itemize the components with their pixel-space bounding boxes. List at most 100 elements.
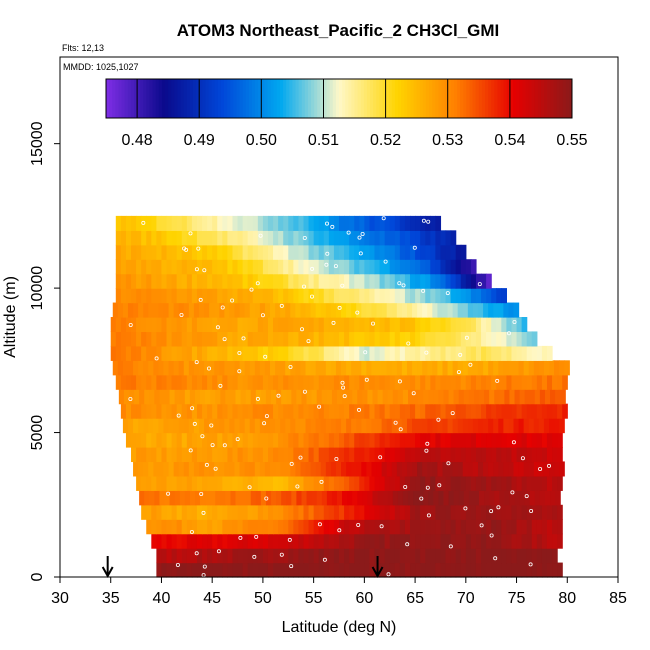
- heatmap-cell: [445, 244, 452, 260]
- heatmap-cell: [245, 490, 252, 506]
- x-tick-label: 35: [102, 590, 120, 607]
- heatmap-cell: [275, 461, 281, 477]
- heatmap-cell: [470, 288, 477, 304]
- heatmap-cell: [369, 273, 376, 289]
- heatmap-cell: [176, 215, 183, 231]
- heatmap-cell: [349, 230, 355, 246]
- heatmap-cell: [349, 345, 355, 361]
- heatmap-cell: [437, 418, 444, 434]
- colorbar-swatch: [345, 79, 349, 118]
- heatmap-cell: [531, 562, 538, 578]
- heatmap-cell: [212, 374, 218, 390]
- heatmap-cell: [166, 519, 173, 535]
- heatmap-cell: [217, 259, 223, 275]
- heatmap-cell: [399, 475, 406, 491]
- heatmap-cell: [252, 374, 259, 390]
- heatmap-cell: [290, 461, 296, 477]
- heatmap-cell: [379, 215, 386, 231]
- heatmap-cell: [141, 432, 147, 448]
- colorbar-swatch: [488, 79, 492, 118]
- heatmap-cell: [333, 475, 340, 491]
- heatmap-cell: [374, 230, 381, 246]
- heatmap-cell: [146, 215, 152, 231]
- heatmap-cell: [546, 432, 553, 448]
- heatmap-cell: [438, 490, 445, 506]
- heatmap-cell: [394, 403, 401, 419]
- sample-point: [337, 528, 342, 533]
- heatmap-cell: [354, 432, 360, 448]
- heatmap-cell: [161, 374, 168, 390]
- heatmap-cell: [125, 331, 132, 347]
- heatmap-cell: [178, 360, 185, 376]
- heatmap-cell: [242, 548, 249, 564]
- heatmap-cell: [229, 302, 236, 318]
- heatmap-cell: [288, 432, 294, 448]
- heatmap-cell: [425, 288, 431, 304]
- heatmap-cell: [161, 288, 168, 304]
- colorbar-swatch: [258, 79, 262, 118]
- heatmap-cell: [171, 259, 178, 275]
- sample-point: [192, 421, 197, 426]
- heatmap-cell: [486, 403, 492, 419]
- heatmap-cell: [273, 519, 279, 535]
- heatmap-cell: [359, 317, 365, 333]
- heatmap-cell: [283, 244, 289, 260]
- heatmap-cell: [501, 317, 507, 333]
- heatmap-cell: [141, 345, 147, 361]
- colorbar-swatch: [401, 79, 405, 118]
- heatmap-cell: [518, 461, 525, 477]
- heatmap-cell: [389, 432, 396, 448]
- heatmap-cell: [196, 244, 203, 260]
- heatmap-cell: [364, 374, 371, 390]
- heatmap-cell: [356, 360, 362, 376]
- heatmap-cell: [349, 215, 355, 231]
- heatmap-cell: [450, 244, 457, 260]
- heatmap-cell: [472, 302, 479, 318]
- heatmap-cell: [257, 244, 264, 260]
- sample-point: [496, 505, 501, 510]
- heatmap-cell: [222, 215, 228, 231]
- heatmap-cell: [465, 374, 472, 390]
- heatmap-cell: [166, 273, 173, 289]
- heatmap-cell: [139, 490, 145, 506]
- heatmap-cell: [215, 490, 221, 506]
- heatmap-cell: [372, 490, 379, 506]
- heatmap-cell: [344, 533, 350, 549]
- heatmap-cell: [242, 244, 249, 260]
- sample-point: [198, 297, 203, 302]
- heatmap-cell: [161, 432, 168, 448]
- heatmap-cell: [349, 519, 355, 535]
- heatmap-cell: [303, 317, 310, 333]
- heatmap-cell: [351, 360, 357, 376]
- heatmap-cell: [227, 447, 234, 463]
- heatmap-cell: [179, 389, 186, 405]
- heatmap-cell: [278, 317, 284, 333]
- heatmap-cell: [440, 288, 447, 304]
- heatmap-cell: [125, 230, 132, 246]
- heatmap-cell: [440, 504, 447, 520]
- heatmap-cell: [156, 533, 163, 549]
- heatmap-cell: [283, 403, 289, 419]
- heatmap-cell: [528, 461, 535, 477]
- heatmap-cell: [369, 403, 376, 419]
- heatmap-cell: [379, 533, 386, 549]
- heatmap-cell: [372, 389, 379, 405]
- heatmap-cell: [257, 374, 264, 390]
- heatmap-cell: [519, 490, 526, 506]
- heatmap-cell: [460, 273, 467, 289]
- heatmap-cell: [207, 331, 213, 347]
- heatmap-cell: [267, 519, 274, 535]
- heatmap-cell: [224, 418, 231, 434]
- heatmap-cell: [328, 230, 335, 246]
- heatmap-cell: [293, 504, 300, 520]
- heatmap-cell: [133, 418, 139, 434]
- heatmap-cell: [516, 374, 523, 390]
- heatmap-cell: [320, 302, 327, 318]
- heatmap-cell: [215, 389, 221, 405]
- sample-point: [189, 530, 194, 535]
- heatmap-cell: [163, 418, 170, 434]
- sample-point: [309, 294, 314, 299]
- heatmap-cell: [541, 447, 548, 463]
- heatmap-cell: [181, 432, 188, 448]
- heatmap-cell: [465, 475, 472, 491]
